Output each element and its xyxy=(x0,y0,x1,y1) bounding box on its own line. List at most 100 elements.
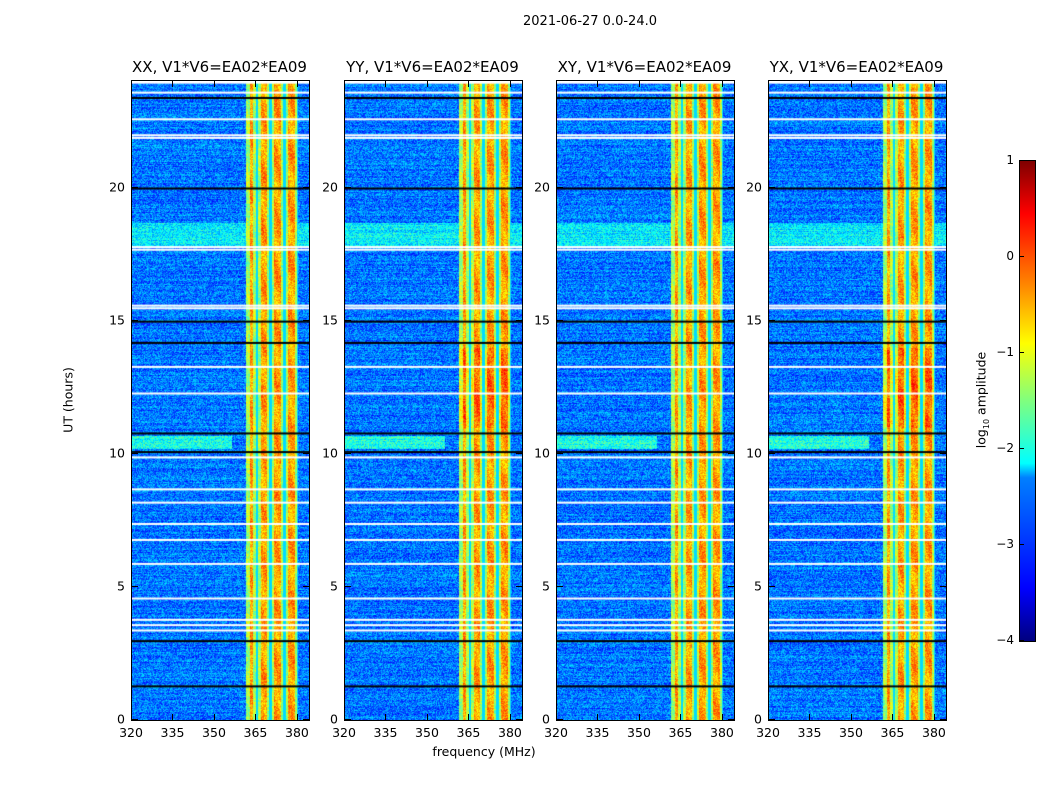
y-tick-mark xyxy=(303,719,309,720)
x-tick-mark xyxy=(509,81,511,87)
y-tick-label: 10 xyxy=(746,445,762,461)
y-tick-mark xyxy=(345,585,351,587)
y-tick-mark xyxy=(132,452,138,454)
x-tick-mark xyxy=(850,81,852,87)
x-tick-label: 335 xyxy=(160,725,185,740)
heatmap-panel-0 xyxy=(131,80,310,721)
y-tick-mark xyxy=(132,719,138,720)
y-tick-mark xyxy=(345,452,351,454)
y-tick-mark xyxy=(940,319,946,321)
y-tick-label: 20 xyxy=(746,179,762,194)
x-tick-mark xyxy=(509,714,511,720)
x-tick-mark xyxy=(556,81,557,87)
y-tick-mark xyxy=(728,719,734,720)
x-tick-mark xyxy=(597,714,599,720)
x-tick-mark xyxy=(721,81,723,87)
y-tick-mark xyxy=(132,319,138,321)
colorbar-tick-label: −4 xyxy=(996,633,1014,647)
x-tick-mark xyxy=(213,81,215,87)
panel-title: YY, V1*V6=EA02*EA09 xyxy=(346,58,519,76)
x-tick-mark xyxy=(296,714,298,720)
colorbar-tick-mark xyxy=(1020,256,1024,257)
y-tick-label: 0 xyxy=(330,711,338,727)
x-tick-mark xyxy=(892,81,894,87)
y-tick-mark xyxy=(769,452,775,454)
y-tick-label: 5 xyxy=(117,578,125,594)
x-tick-mark xyxy=(768,714,769,720)
x-tick-mark xyxy=(933,714,935,720)
colorbar-label-subscript: 10 xyxy=(981,418,991,430)
x-tick-mark xyxy=(809,81,811,87)
x-tick-label: 335 xyxy=(797,725,822,740)
x-tick-mark xyxy=(426,714,428,720)
x-tick-mark xyxy=(344,714,345,720)
colorbar xyxy=(1019,160,1036,642)
y-tick-mark xyxy=(940,719,946,720)
colorbar-tick-label: −3 xyxy=(996,537,1014,551)
x-tick-mark xyxy=(721,714,723,720)
colorbar-tick-mark xyxy=(1020,544,1024,545)
x-tick-mark xyxy=(426,81,428,87)
y-tick-mark xyxy=(769,319,775,321)
y-axis-label: UT (hours) xyxy=(60,367,76,433)
x-tick-mark xyxy=(468,714,470,720)
colorbar-tick-mark xyxy=(1020,448,1024,449)
y-tick-mark xyxy=(557,319,563,321)
y-tick-mark xyxy=(940,585,946,587)
x-tick-label: 350 xyxy=(627,725,651,740)
panel-title: XY, V1*V6=EA02*EA09 xyxy=(557,58,732,76)
heatmap-panel-2 xyxy=(556,80,735,721)
x-tick-label: 380 xyxy=(285,725,309,740)
heatmap-image xyxy=(769,81,946,720)
y-tick-mark xyxy=(303,585,309,587)
x-tick-mark xyxy=(131,81,132,87)
x-tick-label: 365 xyxy=(456,725,481,740)
x-tick-mark xyxy=(385,81,387,87)
y-tick-label: 5 xyxy=(754,578,762,594)
x-tick-label: 380 xyxy=(922,725,946,740)
x-tick-label: 350 xyxy=(415,725,439,740)
x-tick-mark xyxy=(768,81,769,87)
y-tick-mark xyxy=(516,186,522,188)
x-tick-mark xyxy=(213,714,215,720)
heatmap-panel-3 xyxy=(768,80,947,721)
y-tick-mark xyxy=(940,186,946,188)
y-tick-mark xyxy=(345,719,351,720)
y-tick-label: 20 xyxy=(534,179,550,194)
y-tick-mark xyxy=(769,719,775,720)
y-tick-label: 10 xyxy=(109,445,125,461)
colorbar-tick-label: 1 xyxy=(1006,153,1014,167)
y-tick-mark xyxy=(132,585,138,587)
y-tick-mark xyxy=(132,186,138,188)
x-tick-mark xyxy=(344,81,345,87)
x-tick-mark xyxy=(638,714,640,720)
x-tick-mark xyxy=(172,714,174,720)
y-tick-mark xyxy=(557,585,563,587)
y-tick-label: 5 xyxy=(542,578,550,594)
x-tick-label: 350 xyxy=(839,725,863,740)
y-tick-mark xyxy=(345,319,351,321)
y-tick-label: 15 xyxy=(322,312,338,328)
x-tick-label: 335 xyxy=(373,725,398,740)
y-tick-mark xyxy=(769,585,775,587)
x-tick-mark xyxy=(850,714,852,720)
x-tick-label: 350 xyxy=(202,725,226,740)
colorbar-tick-label: −1 xyxy=(996,345,1014,359)
x-tick-label: 320 xyxy=(332,725,356,740)
y-tick-mark xyxy=(557,186,563,188)
x-tick-mark xyxy=(296,81,298,87)
y-tick-label: 10 xyxy=(322,445,338,461)
colorbar-tick-label: −2 xyxy=(996,441,1014,455)
y-tick-mark xyxy=(769,186,775,188)
heatmap-panel-1 xyxy=(344,80,523,721)
y-tick-label: 10 xyxy=(534,445,550,461)
y-tick-mark xyxy=(303,319,309,321)
colorbar-label: log10 amplitude xyxy=(973,352,991,448)
y-tick-mark xyxy=(516,719,522,720)
x-tick-mark xyxy=(385,714,387,720)
y-tick-label: 0 xyxy=(542,711,550,727)
colorbar-tick-mark xyxy=(1020,640,1024,641)
x-tick-label: 335 xyxy=(585,725,610,740)
x-tick-mark xyxy=(131,714,132,720)
colorbar-tick-mark xyxy=(1020,160,1024,161)
